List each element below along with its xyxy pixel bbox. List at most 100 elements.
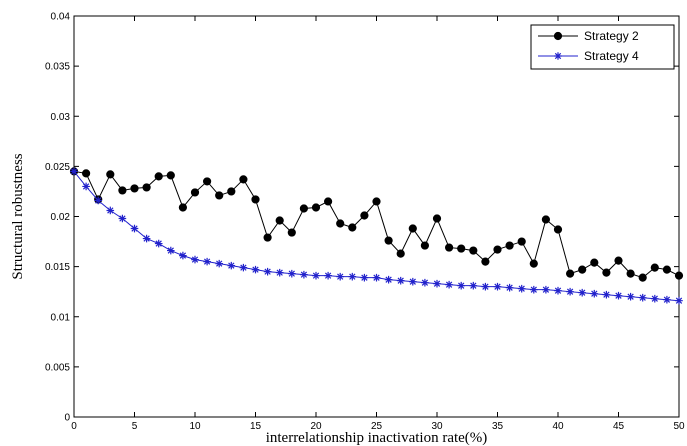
- data-point: [106, 206, 115, 215]
- data-point: [348, 223, 357, 232]
- data-point: [626, 292, 635, 301]
- data-point: [530, 285, 538, 294]
- data-point: [384, 236, 393, 245]
- series-1: [69, 167, 684, 282]
- data-point: [493, 245, 502, 254]
- data-point: [432, 214, 442, 223]
- data-point: [505, 241, 514, 250]
- data-point: [445, 280, 453, 289]
- data-point: [469, 281, 478, 290]
- data-point: [275, 268, 284, 277]
- data-point: [324, 197, 333, 206]
- data-point: [215, 191, 224, 200]
- data-point: [251, 195, 260, 204]
- data-point: [675, 296, 683, 305]
- data-point: [94, 196, 102, 205]
- data-point: [167, 246, 175, 255]
- y-tick-label: 0: [64, 413, 70, 424]
- data-point: [154, 172, 163, 181]
- data-point: [336, 272, 344, 281]
- legend-marker: [554, 52, 562, 60]
- x-tick-label: 10: [189, 421, 201, 432]
- data-point: [324, 271, 332, 280]
- data-point: [457, 281, 465, 290]
- data-point: [106, 170, 115, 179]
- data-point: [529, 259, 538, 268]
- data-point: [517, 237, 526, 246]
- data-point: [179, 251, 187, 260]
- data-point: [409, 277, 417, 286]
- data-point: [360, 273, 369, 282]
- data-point: [590, 258, 599, 267]
- data-point: [312, 271, 320, 280]
- data-point: [118, 186, 127, 195]
- data-point: [263, 233, 272, 242]
- legend: Strategy 2 Strategy 4: [530, 24, 675, 70]
- data-point: [239, 175, 248, 184]
- data-point: [239, 263, 248, 272]
- x-tick-label: 40: [552, 421, 564, 432]
- x-tick-label: 15: [250, 421, 262, 432]
- data-point: [457, 244, 466, 253]
- data-point: [638, 293, 647, 302]
- data-point: [481, 257, 490, 266]
- data-point: [445, 243, 454, 252]
- legend-marker: [553, 31, 563, 41]
- data-point: [650, 263, 659, 272]
- y-tick-label: 0.005: [45, 362, 70, 373]
- data-point: [203, 257, 211, 266]
- data-point: [203, 177, 212, 186]
- data-point: [614, 291, 623, 300]
- x-tick-label: 5: [132, 421, 138, 432]
- data-point: [481, 282, 490, 291]
- data-point: [541, 215, 551, 224]
- data-point: [662, 265, 672, 274]
- series-2: [70, 167, 683, 305]
- data-point: [421, 278, 429, 287]
- y-tick-label: 0.03: [51, 112, 71, 123]
- data-point: [614, 256, 623, 265]
- data-point: [82, 169, 91, 178]
- x-tick-label: 30: [431, 421, 443, 432]
- data-point: [663, 295, 671, 304]
- x-tick-label: 0: [71, 421, 77, 432]
- data-point: [517, 284, 526, 293]
- data-point: [191, 255, 199, 264]
- data-point: [300, 270, 308, 279]
- data-point: [166, 171, 175, 180]
- axis-ticks: 0 5 10 15 20 25 30 35 40 45 50 0 0.005 0.01 0.015 0.02 0…: [45, 12, 685, 433]
- y-tick-label: 0.035: [45, 62, 70, 73]
- y-tick-label: 0.04: [51, 12, 71, 23]
- data-point: [275, 216, 284, 225]
- data-point: [263, 267, 272, 276]
- data-point: [130, 184, 139, 193]
- y-tick-label: 0.025: [45, 162, 70, 173]
- data-point: [190, 188, 200, 197]
- data-point: [505, 283, 514, 292]
- data-point: [227, 261, 236, 270]
- legend-label: Strategy 2: [584, 29, 639, 43]
- data-point: [651, 294, 659, 303]
- data-point: [590, 289, 599, 298]
- x-tick-label: 20: [310, 421, 322, 432]
- data-point: [433, 279, 441, 288]
- data-point: [626, 269, 635, 278]
- data-point: [142, 234, 151, 243]
- y-tick-label: 0.01: [51, 312, 71, 323]
- data-point: [396, 276, 405, 285]
- data-point: [287, 228, 296, 237]
- data-point: [288, 269, 296, 278]
- data-point: [542, 285, 550, 294]
- data-point: [408, 224, 417, 233]
- data-point: [82, 182, 90, 191]
- data-point: [384, 275, 393, 284]
- x-axis-label: interrelationship inactivation rate(%): [266, 430, 488, 446]
- data-point: [578, 265, 587, 274]
- data-point: [566, 287, 574, 296]
- data-point: [420, 241, 429, 250]
- series-layer: [69, 167, 684, 305]
- x-tick-label: 25: [371, 421, 383, 432]
- y-axis-label: Structural robustness: [10, 153, 26, 279]
- data-point: [348, 272, 357, 281]
- data-point: [396, 249, 405, 258]
